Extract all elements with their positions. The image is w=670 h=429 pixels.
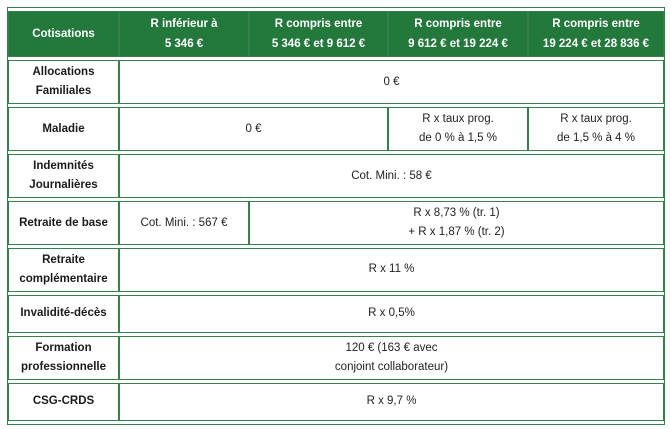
table-header: Cotisations R inférieur à 5 346 € R compri…: [8, 11, 664, 58]
row-label: Maladie: [8, 107, 119, 152]
row-value: R x 8,73 % (tr. 1) + R x 1,87 % (tr. 2): [249, 201, 664, 245]
row-value: R x taux prog. de 0 % à 1,5 %: [388, 107, 528, 152]
row-label: Indemnités Journalières: [8, 154, 119, 199]
table-row: CSG-CRDS R x 9,7 %: [8, 382, 664, 421]
row-value: Cot. Mini. : 58 €: [119, 154, 664, 199]
table-body: Allocations Familiales 0 € Maladie 0 € R x t…: [8, 60, 664, 421]
header-cell: Cotisations: [8, 11, 119, 58]
table-row: Retraite de base Cot. Mini. : 567 € R x 8,…: [8, 201, 664, 245]
row-label: CSG-CRDS: [8, 382, 119, 421]
row-value: 0 €: [119, 60, 664, 105]
row-label: Retraite complémentaire: [8, 248, 119, 292]
row-value: 120 € (163 € avec conjoint collaborateur…: [119, 335, 664, 380]
table-row: Allocations Familiales 0 €: [8, 60, 664, 105]
table-row: Retraite complémentaire R x 11 %: [8, 248, 664, 292]
row-value: R x taux prog. de 1,5 % à 4 %: [528, 107, 664, 152]
row-value: R x 0,5%: [119, 294, 664, 333]
contributions-table: Cotisations R inférieur à 5 346 € R compri…: [7, 7, 665, 425]
table-row: Indemnités Journalières Cot. Mini. : 58 €: [8, 154, 664, 199]
row-value: 0 €: [119, 107, 388, 152]
table-row: Formation professionnelle 120 € (163 € av…: [8, 335, 664, 380]
row-value: Cot. Mini. : 567 €: [119, 201, 249, 245]
header-row: Cotisations R inférieur à 5 346 € R compri…: [8, 11, 664, 58]
row-value: R x 9,7 %: [119, 382, 664, 421]
header-cell: R compris entre 9 612 € et 19 224 €: [388, 11, 528, 58]
row-label: Invalidité-décès: [8, 294, 119, 333]
header-cell: R compris entre 19 224 € et 28 836 €: [528, 11, 664, 58]
header-cell: R inférieur à 5 346 €: [119, 11, 249, 58]
header-cell: R compris entre 5 346 € et 9 612 €: [249, 11, 388, 58]
row-label: Allocations Familiales: [8, 60, 119, 105]
table-row: Invalidité-décès R x 0,5%: [8, 294, 664, 333]
table-row: Maladie 0 € R x taux prog. de 0 % à 1,5 % R…: [8, 107, 664, 152]
row-label: Formation professionnelle: [8, 335, 119, 380]
row-value: R x 11 %: [119, 248, 664, 292]
row-label: Retraite de base: [8, 201, 119, 245]
